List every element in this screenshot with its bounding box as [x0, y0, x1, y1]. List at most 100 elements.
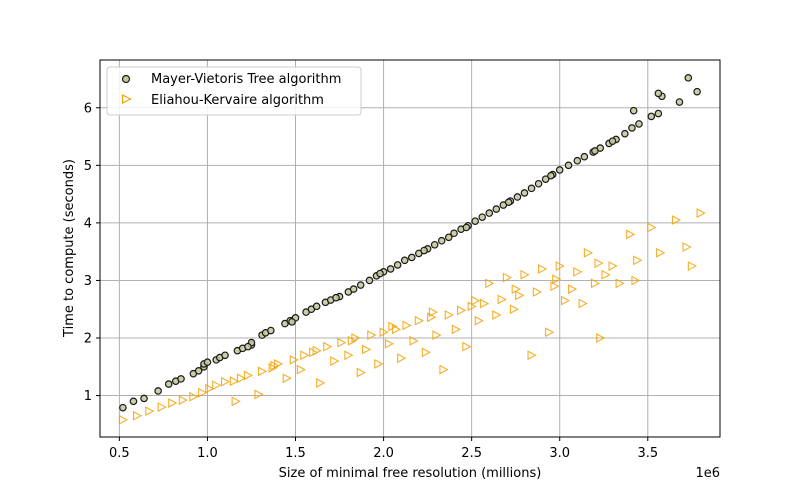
data-point	[231, 396, 241, 407]
data-point	[268, 363, 278, 373]
data-point	[601, 269, 611, 280]
data-point	[538, 264, 548, 274]
data-point	[393, 261, 402, 269]
data-point	[550, 281, 560, 292]
data-point	[511, 284, 521, 294]
data-point	[635, 120, 643, 128]
data-point	[388, 321, 398, 332]
y-tick-label: 3	[84, 274, 92, 289]
data-point	[626, 229, 636, 240]
data-point	[409, 335, 419, 346]
data-point	[485, 278, 495, 289]
data-point	[478, 213, 487, 221]
data-point	[421, 347, 432, 358]
data-point	[397, 353, 407, 364]
data-point	[407, 253, 416, 262]
series-mayer-vietoris	[119, 74, 701, 412]
data-point	[344, 350, 354, 361]
data-point	[492, 310, 502, 320]
data-point	[502, 272, 513, 283]
data-point	[580, 152, 589, 161]
data-point	[300, 350, 310, 361]
x-tick-label: 1.5	[285, 446, 306, 461]
data-point	[578, 298, 588, 309]
data-point	[594, 258, 604, 269]
data-point	[515, 290, 525, 301]
data-point	[520, 189, 529, 197]
y-tick-label: 4	[84, 216, 92, 231]
data-point	[444, 233, 453, 242]
data-point	[513, 193, 522, 201]
data-point	[608, 261, 618, 271]
data-point	[203, 358, 212, 366]
data-point	[400, 256, 409, 265]
data-point	[391, 324, 402, 335]
legend-marker-mayer-vietoris	[121, 74, 131, 84]
data-point	[590, 278, 601, 289]
data-point	[591, 147, 599, 155]
data-point	[541, 175, 550, 183]
y-tick-label: 2	[84, 332, 92, 347]
data-point	[485, 209, 494, 217]
data-point	[236, 373, 247, 384]
legend-marker-eliahou-kervaire	[121, 94, 132, 104]
data-point	[323, 341, 333, 352]
data-point	[330, 356, 340, 366]
data-point	[119, 403, 127, 412]
data-point	[386, 265, 395, 273]
data-point	[367, 330, 377, 341]
data-point	[379, 327, 389, 338]
y-tick-label: 5	[84, 159, 92, 174]
data-point	[560, 295, 571, 306]
data-point	[384, 338, 395, 349]
plot-frame	[99, 59, 721, 438]
data-point	[687, 261, 697, 271]
data-point	[349, 285, 358, 293]
data-point	[479, 298, 490, 309]
x-tick-label: 2.0	[373, 446, 394, 461]
data-point	[177, 375, 185, 383]
data-point	[647, 112, 656, 121]
data-point	[374, 358, 384, 369]
data-point	[474, 315, 484, 326]
data-point	[654, 89, 663, 98]
data-points	[118, 74, 706, 425]
data-point	[309, 347, 319, 358]
plot-background	[100, 60, 720, 437]
data-point	[671, 215, 682, 225]
data-point	[534, 179, 543, 188]
data-point	[567, 284, 578, 294]
data-point	[270, 360, 280, 371]
data-point	[244, 342, 252, 351]
data-point	[504, 198, 513, 206]
data-point	[129, 397, 138, 406]
data-point	[332, 293, 340, 302]
data-point	[682, 242, 692, 252]
data-point	[492, 205, 501, 213]
data-point	[675, 98, 684, 106]
data-point	[552, 274, 562, 285]
data-point	[555, 261, 565, 271]
x-tick-label: 1.0	[197, 446, 218, 461]
data-point	[547, 171, 555, 180]
data-point	[628, 124, 636, 132]
data-point	[471, 217, 479, 225]
data-point	[154, 387, 162, 395]
data-point	[432, 330, 442, 341]
data-point	[221, 376, 231, 387]
data-point	[221, 351, 229, 360]
data-point	[520, 269, 530, 280]
data-point	[471, 295, 481, 306]
data-point	[257, 366, 268, 377]
data-point	[457, 305, 467, 316]
data-point	[198, 387, 208, 398]
x-tick-label: 3.0	[549, 446, 570, 461]
data-point	[615, 278, 625, 289]
data-point	[288, 318, 296, 326]
data-point	[583, 247, 594, 258]
data-point	[654, 109, 663, 118]
data-point	[118, 414, 129, 425]
data-point	[376, 269, 384, 278]
data-point	[402, 320, 412, 331]
